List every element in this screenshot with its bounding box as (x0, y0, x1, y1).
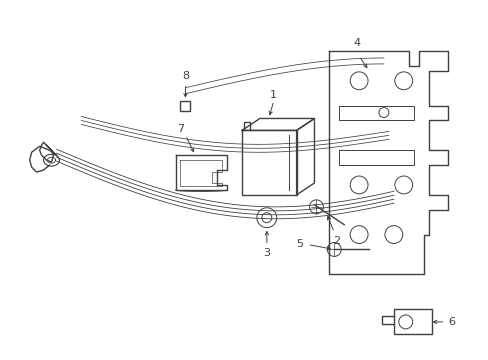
Bar (242, 130, 296, 195)
Text: 3: 3 (263, 248, 270, 258)
Bar (393, 309, 431, 334)
Text: 1: 1 (270, 90, 277, 100)
Text: 6: 6 (447, 317, 454, 327)
Text: 2: 2 (332, 235, 339, 246)
Bar (180, 100, 190, 111)
Text: 4: 4 (353, 38, 360, 48)
Text: 8: 8 (182, 71, 189, 81)
Text: 7: 7 (177, 125, 183, 134)
Text: 5: 5 (295, 239, 303, 249)
